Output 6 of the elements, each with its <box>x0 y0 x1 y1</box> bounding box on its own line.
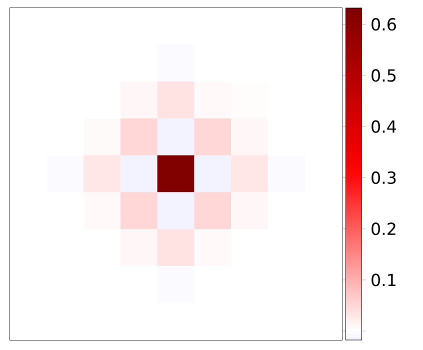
color-bar-label: 0.3 <box>372 171 396 184</box>
color-bar-label: 0.1 <box>372 274 396 286</box>
color-bar-label: 0.5 <box>372 69 396 82</box>
color-bar-label: 0.4 <box>372 120 396 133</box>
color-bar-label: 0.2 <box>372 222 396 236</box>
color-bar-label: 0.6 <box>372 18 396 31</box>
